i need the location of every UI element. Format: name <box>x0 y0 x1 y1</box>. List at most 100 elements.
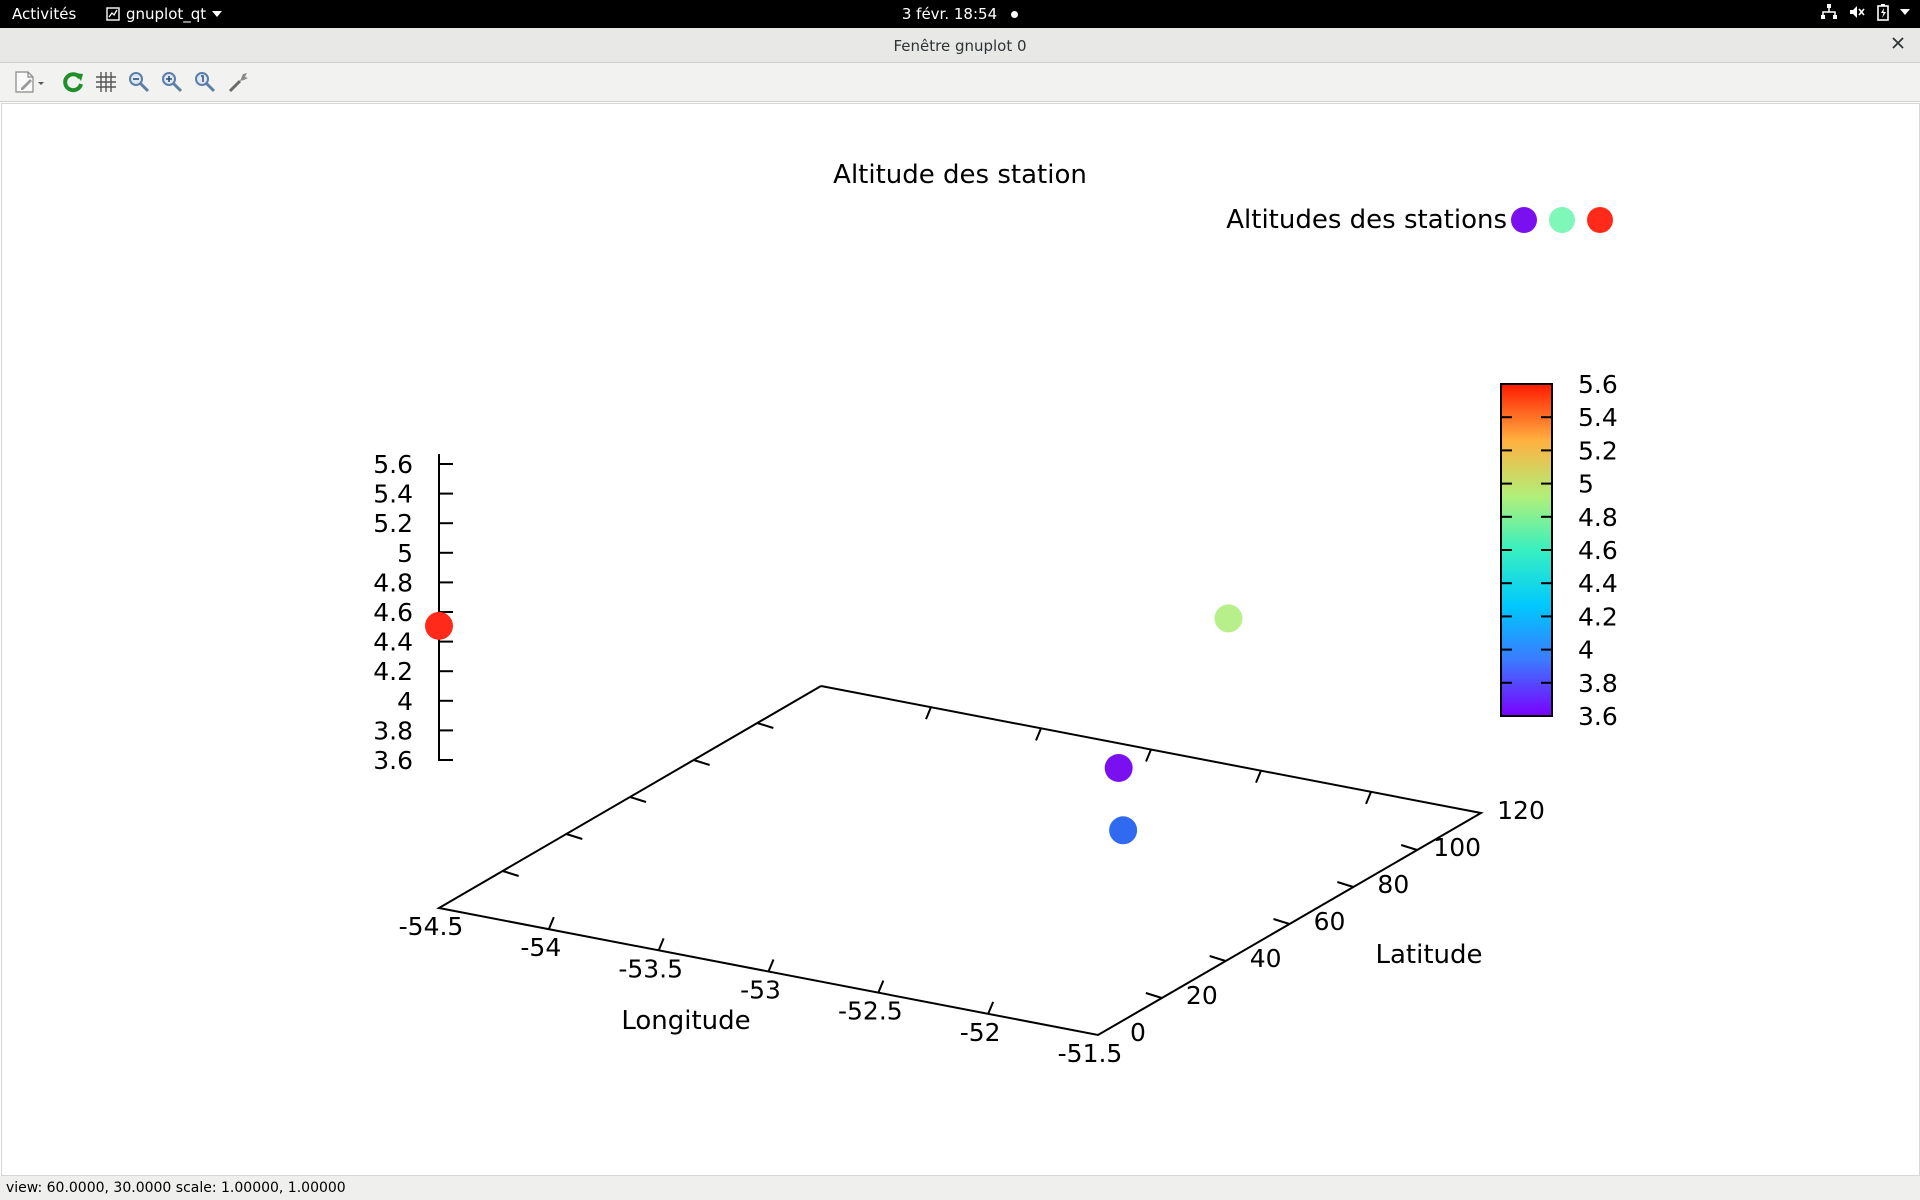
z-tick-label: 5.6 <box>373 450 413 479</box>
data-points <box>425 604 1243 845</box>
data-point <box>1109 816 1138 845</box>
x-tick-back <box>1365 791 1372 805</box>
window-titlebar: Fenêtre gnuplot 0 <box>0 28 1920 63</box>
x-tick-label: -53 <box>740 976 781 1005</box>
x-tick <box>987 1001 995 1015</box>
y-tick <box>1145 992 1163 999</box>
app-menu[interactable]: gnuplot_qt <box>106 5 223 23</box>
z-tick-label: 4 <box>397 687 413 716</box>
chart-canvas: Altitude des station Altitudes des stati… <box>373 160 1618 1068</box>
x-tick-label: -52.5 <box>838 997 903 1026</box>
app-menu-label: gnuplot_qt <box>126 5 207 23</box>
grid-icon <box>96 72 116 92</box>
y-tick-label: 40 <box>1250 944 1282 973</box>
x-tick-back <box>1035 727 1042 741</box>
z-tick-label: 4.2 <box>373 657 413 686</box>
z-tick-label: 5.2 <box>373 509 413 538</box>
y-tick-label: 100 <box>1433 833 1481 862</box>
x-tick-label: -53.5 <box>618 954 683 983</box>
y-tick <box>1273 918 1290 925</box>
close-icon <box>1892 37 1904 49</box>
x-tick-label: -54 <box>520 933 561 962</box>
replot-button[interactable] <box>61 70 85 94</box>
battery-charging-icon <box>1877 4 1889 21</box>
chevron-down-icon <box>212 11 223 17</box>
x-tick-back <box>1255 770 1262 784</box>
y-tick-label: 120 <box>1497 796 1545 825</box>
status-bar: view: 60.0000, 30.0000 scale: 1.00000, 1… <box>0 1176 1920 1200</box>
plot-axes: 5.65.45.254.84.64.44.243.83.6 -54.5 -54 -53… <box>373 450 1545 1068</box>
notification-dot-icon <box>1011 11 1019 18</box>
x-tick-label: -54.5 <box>399 912 464 941</box>
colorbar-tick-label: 4.6 <box>1578 536 1618 565</box>
legend: Altitudes des stations <box>1226 205 1613 235</box>
legend-swatch-purple <box>1511 207 1537 233</box>
status-area[interactable] <box>1820 3 1910 21</box>
colorbar-tick-label: 5.4 <box>1578 403 1618 432</box>
activities-button[interactable]: Activités <box>12 5 77 23</box>
z-tick-label: 3.6 <box>373 746 413 775</box>
y-tick-left <box>757 722 774 729</box>
z-tick-label: 5.4 <box>373 480 413 509</box>
colorbar-tick-label: 3.8 <box>1578 669 1618 698</box>
replot-icon <box>63 72 83 93</box>
chart-title: Altitude des station <box>833 160 1087 190</box>
y-tick <box>1209 955 1226 962</box>
colorbar-tick-label: 4 <box>1578 636 1594 665</box>
data-point <box>1104 754 1133 782</box>
zoom-previous-button[interactable] <box>127 70 151 94</box>
colorbar-tick-label: 4.4 <box>1578 569 1618 598</box>
colorbar-tick-label: 5 <box>1578 470 1594 499</box>
data-point <box>1214 604 1243 633</box>
zoom-previous-icon <box>129 72 150 93</box>
settings-icon <box>228 73 248 93</box>
colorbar-tick-label: 4.2 <box>1578 602 1618 631</box>
network-icon <box>1821 4 1837 19</box>
top-bar: Activités gnuplot_qt 3 févr. 18:54 <box>0 0 1920 28</box>
settings-button[interactable] <box>226 70 250 94</box>
y-tick-label: 20 <box>1186 981 1218 1010</box>
autoscale-button[interactable] <box>193 70 217 94</box>
close-button[interactable] <box>1888 34 1908 54</box>
x-tick <box>877 980 885 994</box>
colorbar: 5.6 5.4 5.2 5 4.8 4.6 4.4 4.2 4 3.8 3.6 <box>1500 370 1618 731</box>
gnuplot-app-icon <box>106 7 120 21</box>
y-tick-left <box>502 870 519 877</box>
z-tick-label: 3.8 <box>373 716 413 745</box>
export-icon <box>15 71 44 93</box>
colorbar-tick-label: 3.6 <box>1578 702 1618 731</box>
x-tick-back <box>925 706 932 720</box>
legend-label: Altitudes des stations <box>1226 205 1507 235</box>
y-tick-label: 0 <box>1130 1018 1146 1047</box>
x-axis-label: Longitude <box>621 1006 750 1036</box>
autoscale-icon <box>195 72 216 93</box>
z-tick-label: 4.8 <box>373 568 413 597</box>
x-tick <box>657 937 665 951</box>
z-tick-label: 5 <box>397 539 413 568</box>
clock[interactable]: 3 févr. 18:54 <box>901 5 998 23</box>
base-frame <box>436 685 1484 1037</box>
colorbar-tick-label: 5.2 <box>1578 436 1618 465</box>
colorbar-tick-label: 5.6 <box>1578 370 1618 399</box>
x-tick-back <box>1145 749 1152 762</box>
y-tick <box>1400 844 1418 851</box>
zoom-next-button[interactable] <box>160 70 184 94</box>
y-axis-label: Latitude <box>1375 940 1482 970</box>
legend-swatch-mint <box>1549 207 1575 233</box>
z-tick-label: 4.4 <box>373 628 413 657</box>
volume-muted-icon <box>1850 6 1865 18</box>
y-tick-left <box>629 796 647 803</box>
zoom-next-icon <box>162 72 183 93</box>
x-tick <box>767 959 775 972</box>
grid-button[interactable] <box>94 70 118 94</box>
z-tick-label: 4.6 <box>373 598 413 627</box>
status-text: view: 60.0000, 30.0000 scale: 1.00000, 1… <box>6 1180 346 1196</box>
y-tick-label: 80 <box>1377 870 1409 899</box>
x-tick-label: -52 <box>960 1018 1001 1047</box>
y-tick-left <box>566 833 583 840</box>
plot-area[interactable]: Altitude des station Altitudes des stati… <box>1 103 1920 1176</box>
system-menu-chevron-icon <box>1900 9 1910 15</box>
y-tick <box>1337 881 1354 888</box>
x-tick <box>547 916 555 930</box>
export-button[interactable] <box>12 70 52 94</box>
